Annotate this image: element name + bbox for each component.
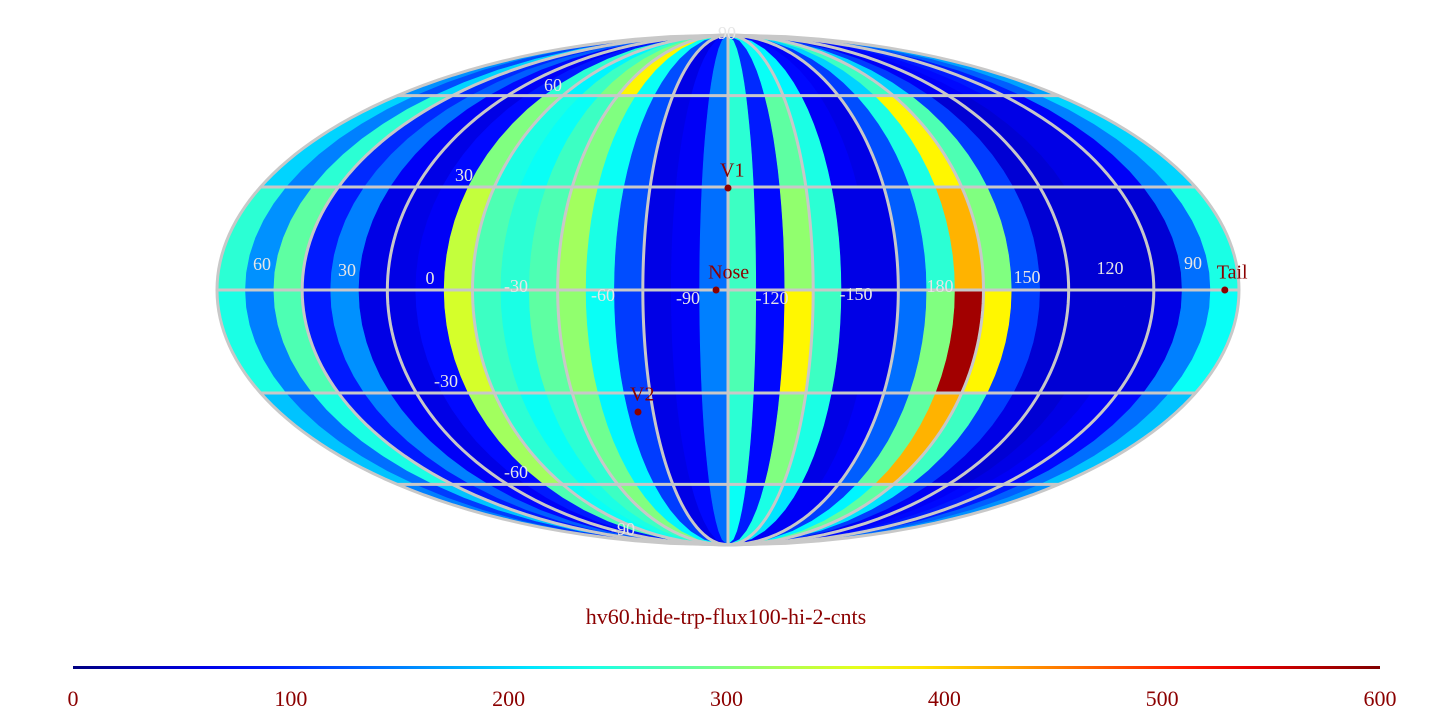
colorbar-tick-label: 0 <box>68 686 79 711</box>
lat-label: -60 <box>504 462 528 482</box>
colorbar-bar <box>73 666 1380 669</box>
lon-label: -30 <box>504 276 528 296</box>
lon-label: -120 <box>756 288 789 308</box>
colorbar-tick-label: 400 <box>928 686 961 711</box>
lon-label: 0 <box>426 268 435 288</box>
colorbar-tick-label: 300 <box>710 686 743 711</box>
lon-label: 90 <box>1184 253 1202 273</box>
lat-label: 60 <box>544 75 562 95</box>
point <box>634 408 642 416</box>
colorbar-tick-label: 500 <box>1146 686 1179 711</box>
lon-label: 180 <box>927 276 954 296</box>
lon-label: 120 <box>1097 258 1124 278</box>
cell <box>753 186 786 291</box>
lat-label: -90 <box>611 519 635 539</box>
point <box>724 184 732 192</box>
cell <box>670 186 703 291</box>
colorbar-tick-label: 200 <box>492 686 525 711</box>
lat-label: -30 <box>434 371 458 391</box>
colorbar: 0 100 200 300 400 500 600 <box>68 666 1397 711</box>
lon-label: 30 <box>338 260 356 280</box>
lat-label: 30 <box>455 165 473 185</box>
lat-label: 90 <box>718 23 736 43</box>
lon-label: 150 <box>1014 267 1041 287</box>
graticule <box>215 33 1241 547</box>
cell <box>699 289 729 394</box>
point <box>712 286 720 294</box>
points: V1 Nose V2 Tail <box>630 160 1248 416</box>
colorbar-tick-label: 600 <box>1364 686 1397 711</box>
point-label: Tail <box>1217 262 1248 284</box>
point-label: V2 <box>630 384 654 406</box>
point <box>1221 286 1229 294</box>
cell <box>727 289 757 394</box>
lon-label: -60 <box>591 285 615 305</box>
point-label: Nose <box>708 262 749 284</box>
chart-title: hv60.hide-trp-flux100-hi-2-cnts <box>586 604 866 629</box>
lon-label: 60 <box>253 254 271 274</box>
colorbar-tick-label: 100 <box>274 686 307 711</box>
graticule-labels: 90 60 30 -30 -60 -90 60 30 0 -30 -60 -90 -120 -150 180… <box>253 23 1202 539</box>
point-label: V1 <box>720 160 744 182</box>
lon-label: -90 <box>676 288 700 308</box>
lon-label: -150 <box>840 284 873 304</box>
